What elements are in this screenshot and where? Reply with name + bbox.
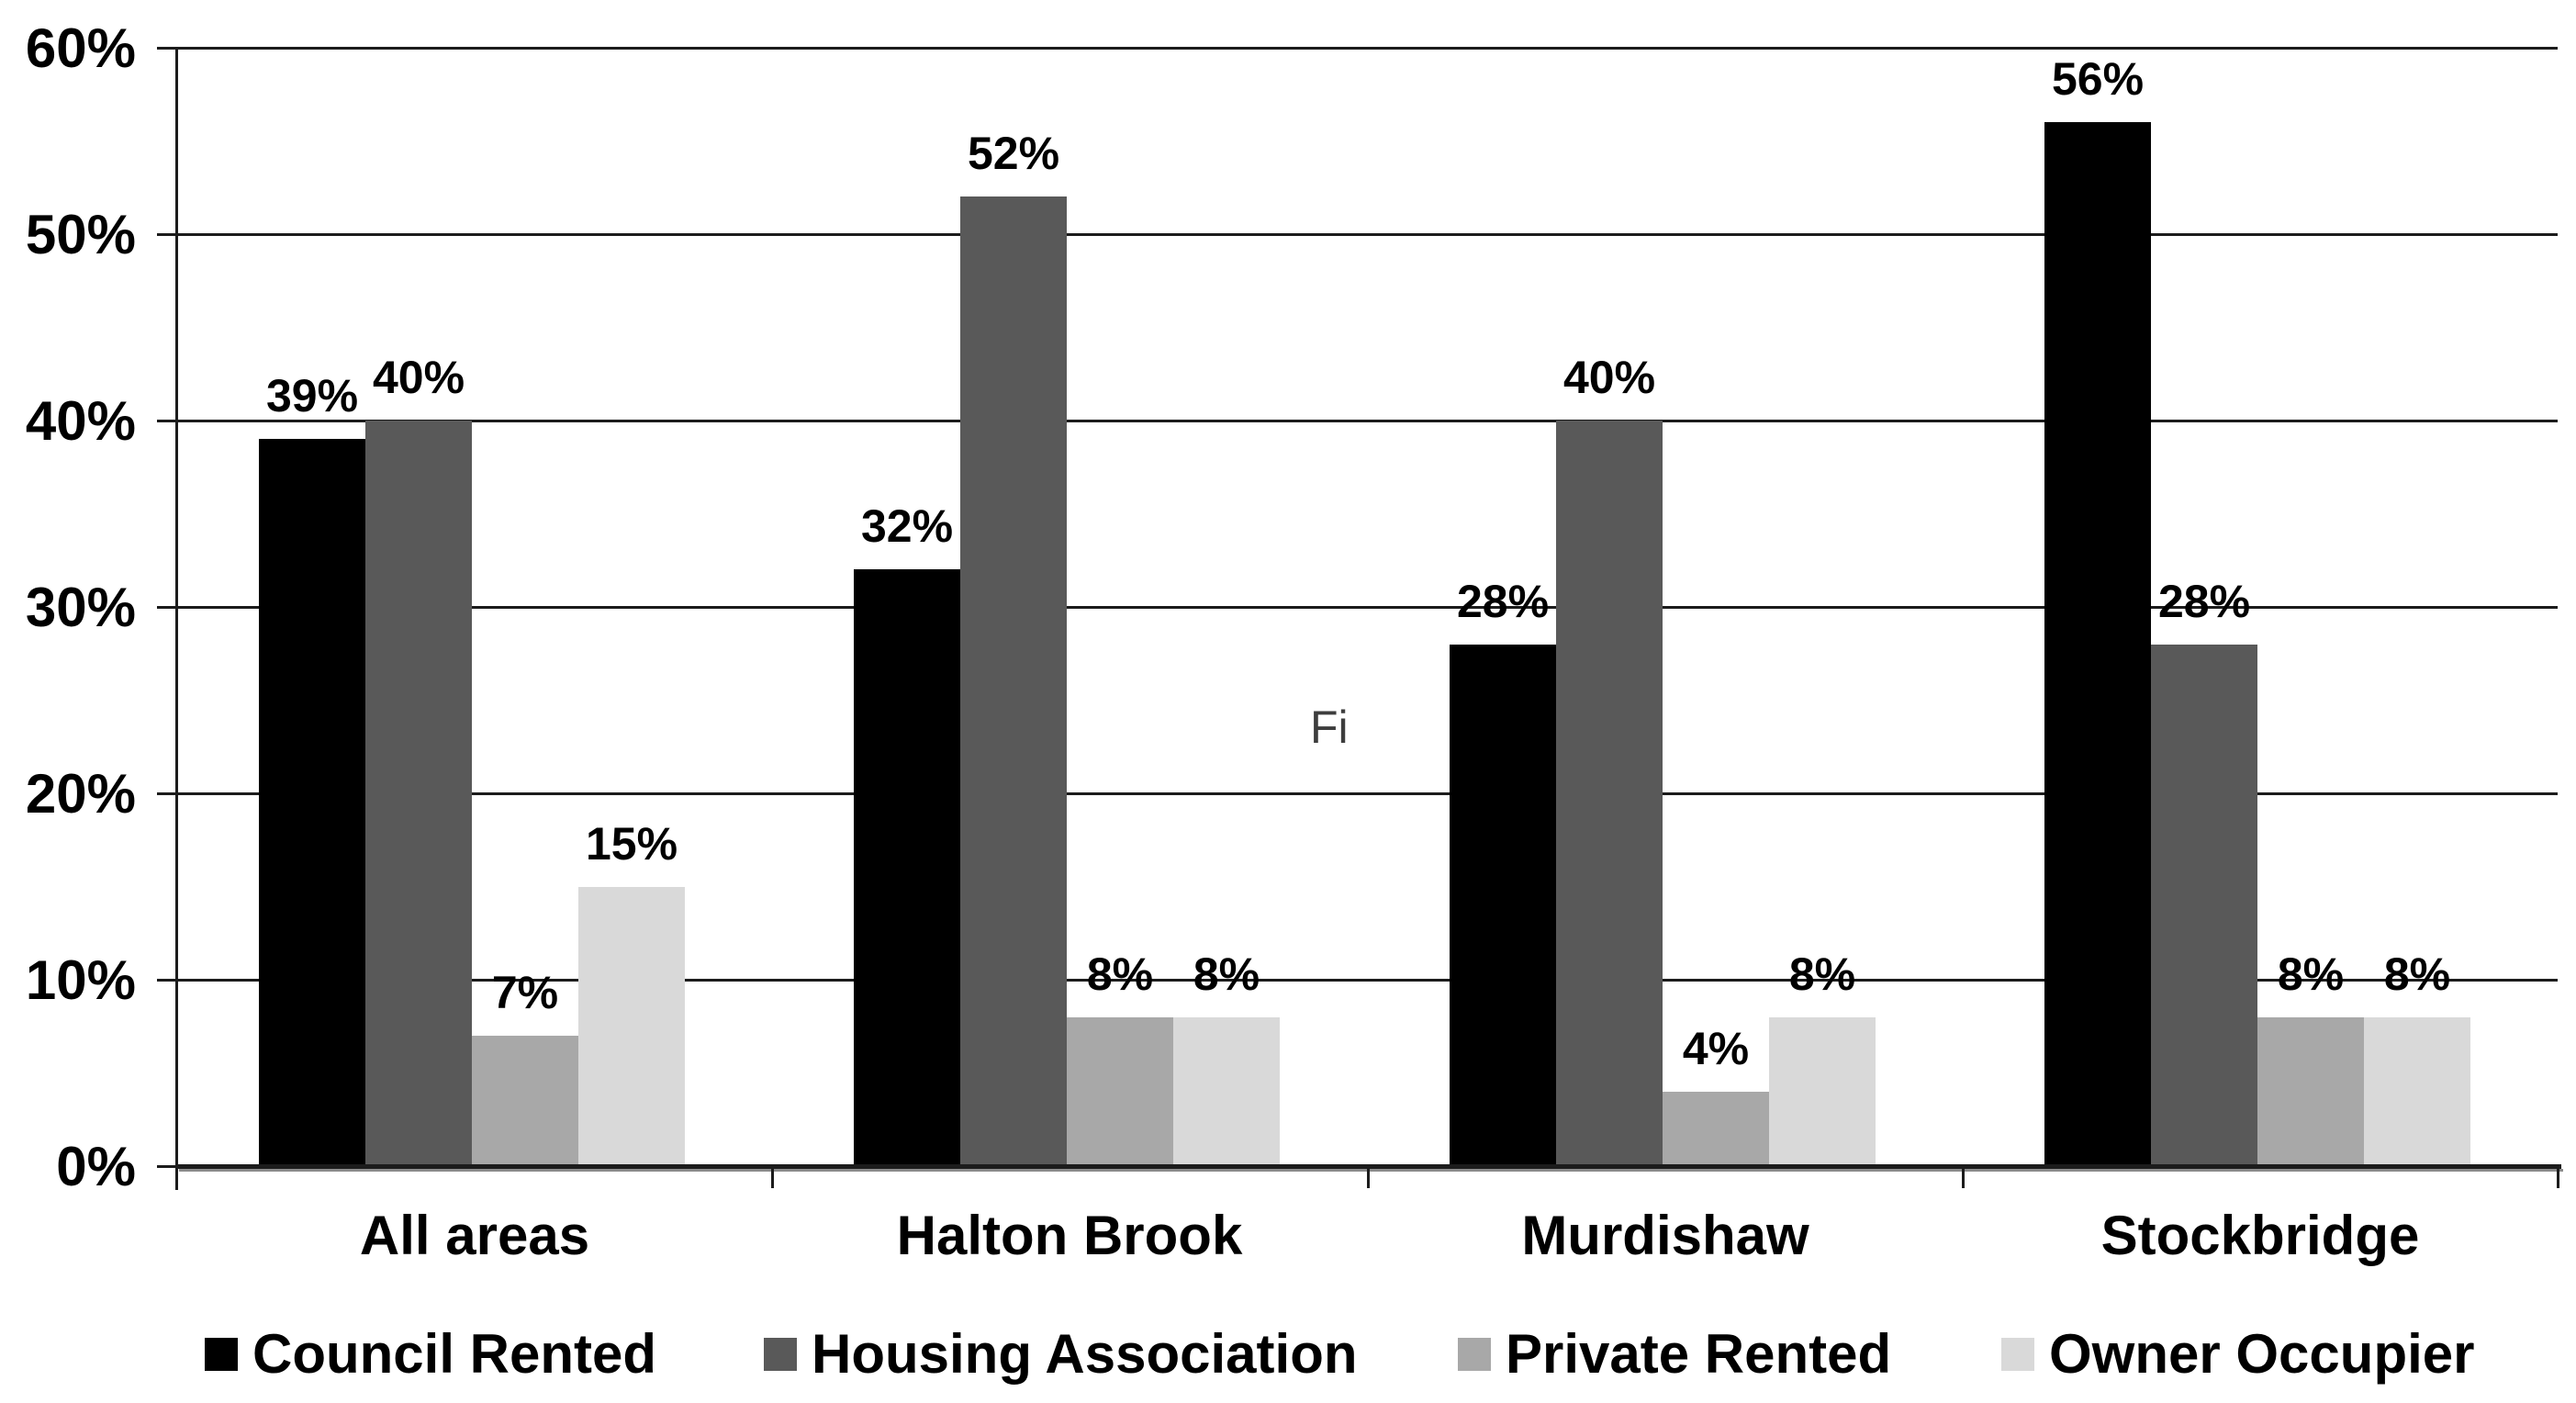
legend-label: Private Rented	[1506, 1323, 1892, 1385]
category-label: Stockbridge	[2100, 1205, 2420, 1266]
bar-data-label: 4%	[1682, 1023, 1750, 1074]
bar-data-label: 28%	[1456, 576, 1550, 627]
bar	[1663, 1092, 1769, 1166]
bar	[1769, 1017, 1876, 1166]
bar-data-label: 52%	[967, 128, 1060, 179]
legend-label: Owner Occupier	[2049, 1323, 2475, 1385]
legend-label: Housing Association	[812, 1323, 1358, 1385]
x-axis-shadow	[179, 1169, 2563, 1172]
bar-data-label: 39%	[265, 370, 359, 421]
y-axis-tick	[157, 420, 177, 422]
y-axis-label: 40%	[25, 390, 136, 452]
bar-data-label: 7%	[491, 967, 559, 1018]
bar-data-label: 8%	[1086, 948, 1154, 1000]
y-axis-label: 60%	[25, 17, 136, 79]
category-label: All areas	[359, 1205, 590, 1266]
y-axis-label: 50%	[25, 204, 136, 265]
bar	[1450, 645, 1556, 1166]
bar	[2364, 1017, 2470, 1166]
y-axis-tick	[157, 606, 177, 609]
bar	[1067, 1017, 1173, 1166]
gridline	[177, 233, 2558, 236]
bar	[365, 421, 472, 1166]
bar	[1556, 421, 1663, 1166]
y-axis-label: 20%	[25, 763, 136, 825]
y-axis-tick	[157, 979, 177, 982]
bar-data-label: 8%	[1788, 948, 1856, 1000]
category-label: Murdishaw	[1521, 1205, 1809, 1266]
bar	[578, 887, 685, 1166]
bar	[1173, 1017, 1280, 1166]
x-axis-tick	[771, 1166, 774, 1188]
y-axis-tick	[157, 1165, 177, 1168]
y-axis-tick	[157, 47, 177, 50]
legend-swatch	[2001, 1338, 2034, 1371]
bar-data-label: 56%	[2051, 53, 2145, 105]
x-axis-tick	[2557, 1166, 2559, 1188]
y-axis-line	[175, 48, 178, 1190]
bar-data-label: 8%	[2277, 948, 2345, 1000]
y-axis-label: 30%	[25, 577, 136, 638]
legend-swatch	[205, 1338, 238, 1371]
legend-label: Council Rented	[252, 1323, 657, 1385]
gridline	[177, 792, 2558, 795]
x-axis-tick	[1367, 1166, 1370, 1188]
legend-swatch	[764, 1338, 797, 1371]
bar	[259, 439, 365, 1166]
bar	[2044, 122, 2151, 1166]
gridline	[177, 420, 2558, 422]
bar-data-label: 8%	[2383, 948, 2451, 1000]
gridline	[177, 47, 2558, 50]
bar	[854, 569, 960, 1166]
gridline	[177, 606, 2558, 609]
bar-data-label: 32%	[860, 500, 954, 552]
bar	[472, 1036, 578, 1166]
bar	[960, 196, 1067, 1166]
bar	[2257, 1017, 2364, 1166]
y-axis-tick	[157, 792, 177, 795]
bar-data-label: 28%	[2157, 576, 2251, 627]
legend-swatch	[1458, 1338, 1491, 1371]
stray-caption-text: Fi	[1310, 702, 1349, 753]
gridline	[177, 979, 2558, 982]
bar-data-label: 40%	[1562, 352, 1656, 403]
y-axis-tick	[157, 233, 177, 236]
category-label: Halton Brook	[896, 1205, 1243, 1266]
y-axis-label: 10%	[25, 949, 136, 1011]
bar-data-label: 40%	[372, 352, 465, 403]
bar-data-label: 8%	[1193, 948, 1260, 1000]
y-axis-label: 0%	[56, 1136, 136, 1197]
bar	[2151, 645, 2257, 1166]
bar-data-label: 15%	[585, 818, 678, 870]
x-axis-tick	[1962, 1166, 1965, 1188]
